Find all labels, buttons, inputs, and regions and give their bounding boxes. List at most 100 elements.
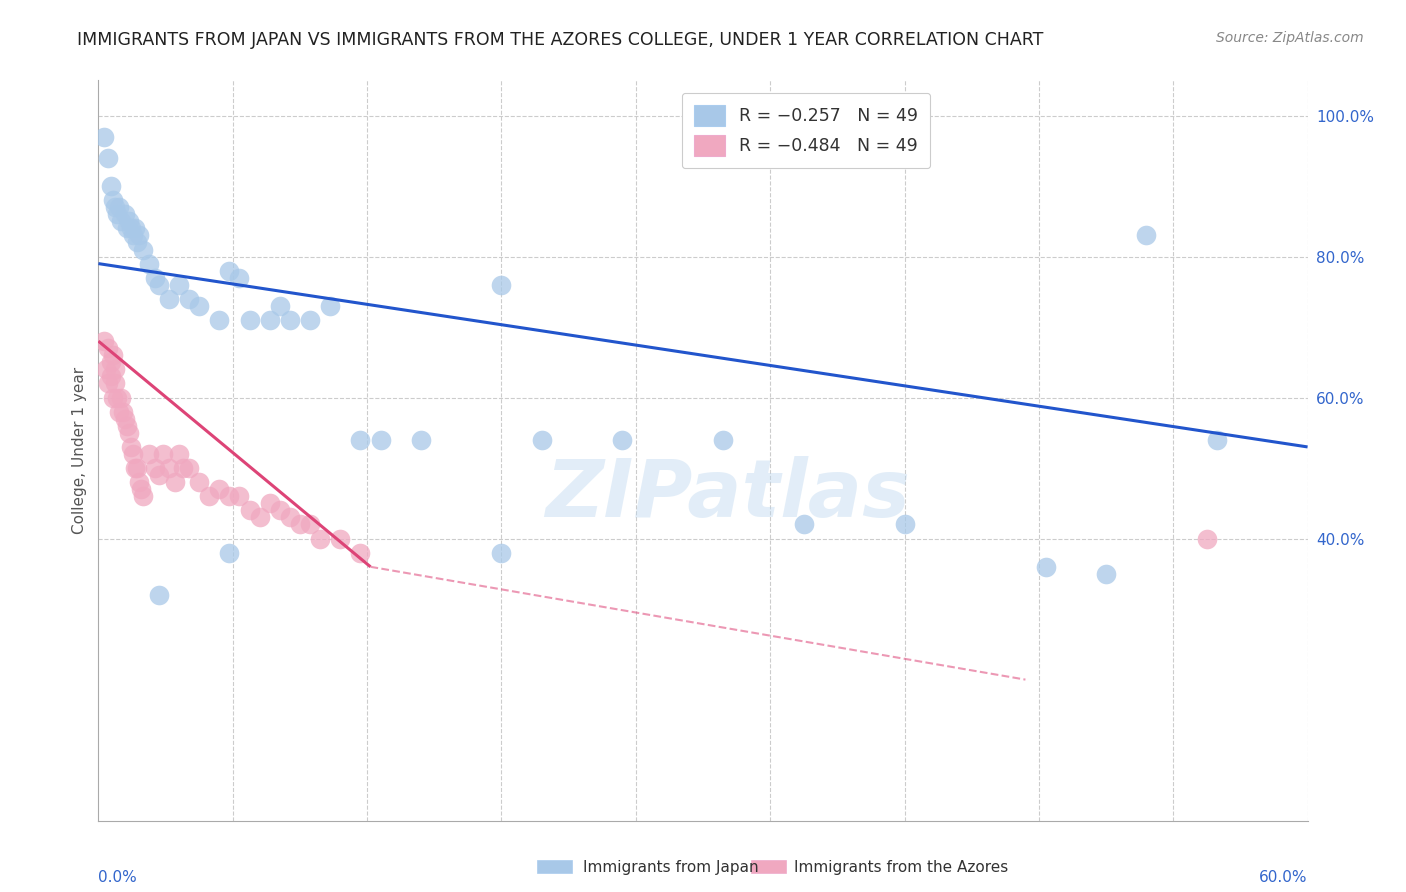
Point	[893, 517, 915, 532]
Point	[329, 532, 352, 546]
Point	[1195, 532, 1218, 546]
Point	[530, 433, 553, 447]
Point	[491, 546, 513, 560]
Point	[103, 362, 125, 376]
Point	[115, 221, 138, 235]
Point	[120, 440, 142, 454]
Point	[124, 221, 146, 235]
Point	[309, 532, 332, 546]
Point	[491, 277, 513, 292]
Point	[124, 461, 146, 475]
Point	[148, 588, 170, 602]
Point	[110, 391, 132, 405]
Point	[101, 193, 124, 207]
Point	[148, 468, 170, 483]
Point	[259, 496, 281, 510]
Text: 0.0%: 0.0%	[98, 870, 138, 885]
Point	[115, 418, 138, 433]
Point	[299, 517, 322, 532]
Point	[132, 243, 155, 257]
Point	[218, 489, 240, 503]
Point	[793, 517, 815, 532]
Point	[148, 277, 170, 292]
Point	[97, 341, 120, 355]
Point	[349, 433, 371, 447]
Point	[152, 447, 174, 461]
Point	[163, 475, 186, 490]
Point	[103, 376, 125, 391]
Point	[100, 355, 122, 369]
Point	[143, 270, 166, 285]
Point	[319, 299, 342, 313]
Point	[101, 348, 124, 362]
Text: Immigrants from Japan: Immigrants from Japan	[583, 860, 759, 874]
Point	[1035, 559, 1057, 574]
Point	[172, 461, 194, 475]
Point	[278, 313, 301, 327]
Point	[100, 369, 122, 384]
Point	[188, 475, 211, 490]
Point	[409, 433, 432, 447]
Point	[208, 313, 231, 327]
Text: IMMIGRANTS FROM JAPAN VS IMMIGRANTS FROM THE AZORES COLLEGE, UNDER 1 YEAR CORREL: IMMIGRANTS FROM JAPAN VS IMMIGRANTS FROM…	[77, 31, 1043, 49]
Point	[208, 482, 231, 496]
Point	[138, 447, 160, 461]
Point	[138, 257, 160, 271]
Point	[93, 129, 115, 144]
Point	[269, 299, 291, 313]
Point	[269, 503, 291, 517]
Point	[125, 461, 148, 475]
Point	[118, 214, 141, 228]
Point	[288, 517, 311, 532]
Point	[157, 461, 180, 475]
Point	[259, 313, 281, 327]
Point	[1095, 566, 1118, 581]
Point	[157, 292, 180, 306]
Point	[114, 411, 136, 425]
Point	[179, 292, 201, 306]
Point	[101, 391, 124, 405]
Point	[218, 546, 240, 560]
Point	[103, 200, 125, 214]
Point	[107, 405, 129, 419]
Point	[239, 503, 262, 517]
Text: ZIPatlas: ZIPatlas	[544, 456, 910, 534]
Text: 60.0%: 60.0%	[1260, 870, 1308, 885]
Point	[612, 433, 634, 447]
Point	[105, 391, 128, 405]
Point	[125, 235, 148, 250]
Point	[179, 461, 201, 475]
Point	[121, 228, 143, 243]
Y-axis label: College, Under 1 year: College, Under 1 year	[72, 367, 87, 534]
Point	[107, 200, 129, 214]
Point	[128, 475, 150, 490]
Point	[97, 376, 120, 391]
Legend: R = −0.257   N = 49, R = −0.484   N = 49: R = −0.257 N = 49, R = −0.484 N = 49	[682, 93, 931, 168]
Point	[120, 221, 142, 235]
Point	[114, 207, 136, 221]
Point	[167, 277, 190, 292]
Point	[129, 482, 152, 496]
Point	[121, 447, 143, 461]
Point	[711, 433, 734, 447]
Point	[110, 214, 132, 228]
Point	[188, 299, 211, 313]
Point	[349, 546, 371, 560]
Point	[299, 313, 322, 327]
Point	[239, 313, 262, 327]
Point	[132, 489, 155, 503]
Point	[93, 334, 115, 348]
Point	[228, 270, 250, 285]
Point	[105, 207, 128, 221]
Point	[228, 489, 250, 503]
Point	[370, 433, 392, 447]
Point	[249, 510, 271, 524]
Point	[1206, 433, 1229, 447]
Point	[100, 179, 122, 194]
Point	[278, 510, 301, 524]
Point	[1135, 228, 1157, 243]
Point	[97, 151, 120, 165]
Point	[218, 263, 240, 277]
Point	[118, 425, 141, 440]
Text: Source: ZipAtlas.com: Source: ZipAtlas.com	[1216, 31, 1364, 45]
